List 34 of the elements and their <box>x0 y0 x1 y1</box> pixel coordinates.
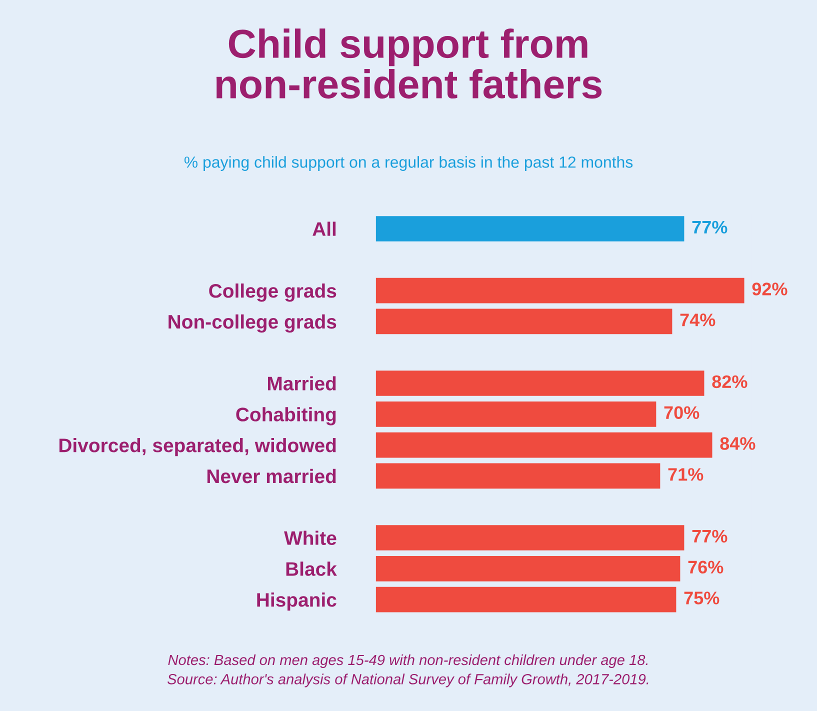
y-tick-label: Married <box>268 376 336 390</box>
data-label: 92% <box>752 282 788 296</box>
y-tick-label: Cohabiting <box>236 407 336 426</box>
bar <box>376 432 712 458</box>
bar <box>376 278 744 304</box>
source-note: Source: Author's analysis of National Survey of Family Growth, 2017-2019. <box>167 674 648 688</box>
bar <box>376 401 656 427</box>
y-tick-label: Black <box>286 562 337 576</box>
y-tick-label: College grads <box>209 284 336 302</box>
y-tick-label: Divorced, separated, widowed <box>59 438 336 456</box>
data-label: 75% <box>684 592 720 604</box>
bar <box>376 556 680 582</box>
y-tick-label: Non-college grads <box>168 314 336 333</box>
data-label: 74% <box>680 314 716 326</box>
data-label: 76% <box>688 560 724 574</box>
y-tick-label: Hispanic <box>257 592 336 611</box>
bar <box>376 370 704 396</box>
bar <box>376 216 684 242</box>
data-label: 77% <box>692 530 728 543</box>
data-label: 70% <box>664 406 700 420</box>
chart-subtitle: % paying child support on a regular basis in the past 12 months <box>184 156 633 171</box>
bar <box>376 525 684 550</box>
data-label: 71% <box>668 468 704 481</box>
y-tick-label: Never married <box>207 468 336 484</box>
chart-title: Child support from non-resident fathers <box>216 28 602 99</box>
y-tick-label: All <box>312 222 336 236</box>
y-tick-label: White <box>284 530 336 545</box>
bar <box>376 463 660 489</box>
bar <box>376 308 672 334</box>
data-label: 84% <box>720 437 756 450</box>
text: Notes: Based on men ages 15-49 with non-resident children under age 18. <box>168 654 648 668</box>
data-label: 82% <box>712 375 748 388</box>
bar <box>376 586 676 612</box>
data-label: 77% <box>692 220 728 234</box>
